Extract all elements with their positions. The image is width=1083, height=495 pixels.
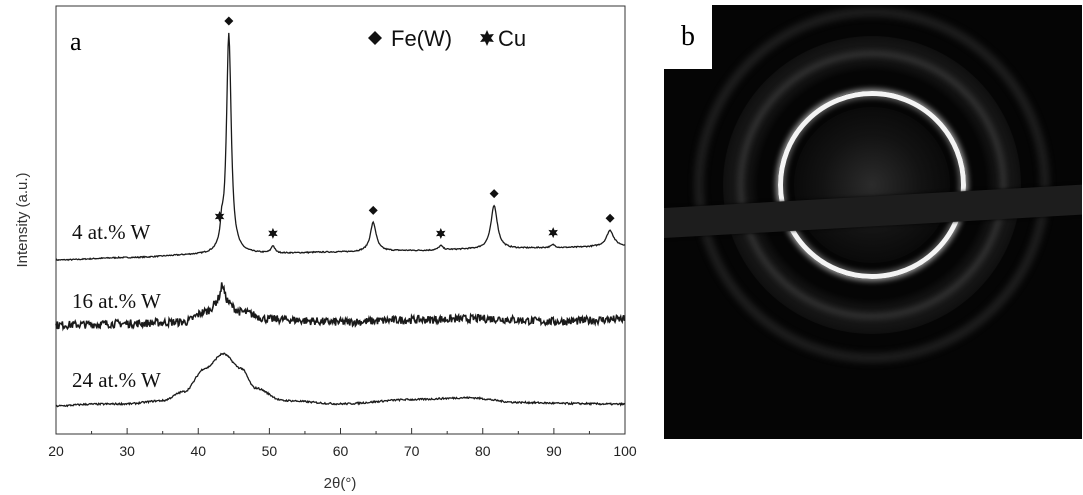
x-tick-label: 40 — [190, 443, 206, 459]
x-tick-label: 70 — [404, 443, 420, 459]
x-axis-ticks: 20 30 40 50 60 70 80 90 100 — [48, 428, 637, 459]
middle-diffraction-ring — [738, 51, 1006, 319]
y-axis-label: Intensity (a.u.) — [14, 172, 31, 267]
phase-markers — [214, 16, 615, 239]
xrd-series-line — [55, 352, 626, 408]
outer-diffraction-ring — [696, 9, 1048, 361]
series-label-4w: 4 at.% W — [72, 220, 151, 244]
legend-label-cu: Cu — [498, 26, 526, 51]
xrd-series-line — [55, 32, 626, 262]
x-tick-label: 80 — [475, 443, 491, 459]
star-icon — [480, 30, 494, 46]
cu-star-marker — [436, 228, 446, 239]
x-tick-label: 90 — [546, 443, 562, 459]
series-label-16w: 16 at.% W — [72, 289, 161, 313]
cu-star-marker — [268, 227, 278, 239]
legend-label-fe: Fe(W) — [391, 26, 452, 51]
x-tick-label: 100 — [613, 443, 637, 459]
series-label-24w: 24 at.% W — [72, 368, 161, 392]
xrd-curves — [55, 32, 626, 408]
x-tick-label: 50 — [262, 443, 278, 459]
fe-diamond-marker — [489, 189, 499, 199]
diamond-icon — [368, 31, 382, 45]
cu-star-marker — [548, 227, 558, 239]
legend: Fe(W) Cu — [368, 26, 526, 51]
x-tick-label: 20 — [48, 443, 64, 459]
panel-b-label: b — [664, 5, 712, 69]
fe-diamond-marker — [224, 16, 234, 26]
x-tick-label: 60 — [333, 443, 349, 459]
xrd-chart: 20 30 40 50 60 70 80 90 100 a Fe(W) Cu 4 at.% W … — [14, 5, 637, 492]
cu-star-marker — [214, 211, 225, 222]
bright-diffraction-ring — [778, 91, 966, 279]
fe-diamond-marker — [368, 205, 378, 215]
saed-pattern-image — [664, 5, 1082, 439]
x-tick-label: 30 — [119, 443, 135, 459]
panel-a-label: a — [70, 27, 82, 56]
fe-diamond-marker — [605, 213, 615, 223]
xrd-series-line — [55, 282, 626, 332]
x-axis-label: 2θ(°) — [324, 475, 357, 492]
